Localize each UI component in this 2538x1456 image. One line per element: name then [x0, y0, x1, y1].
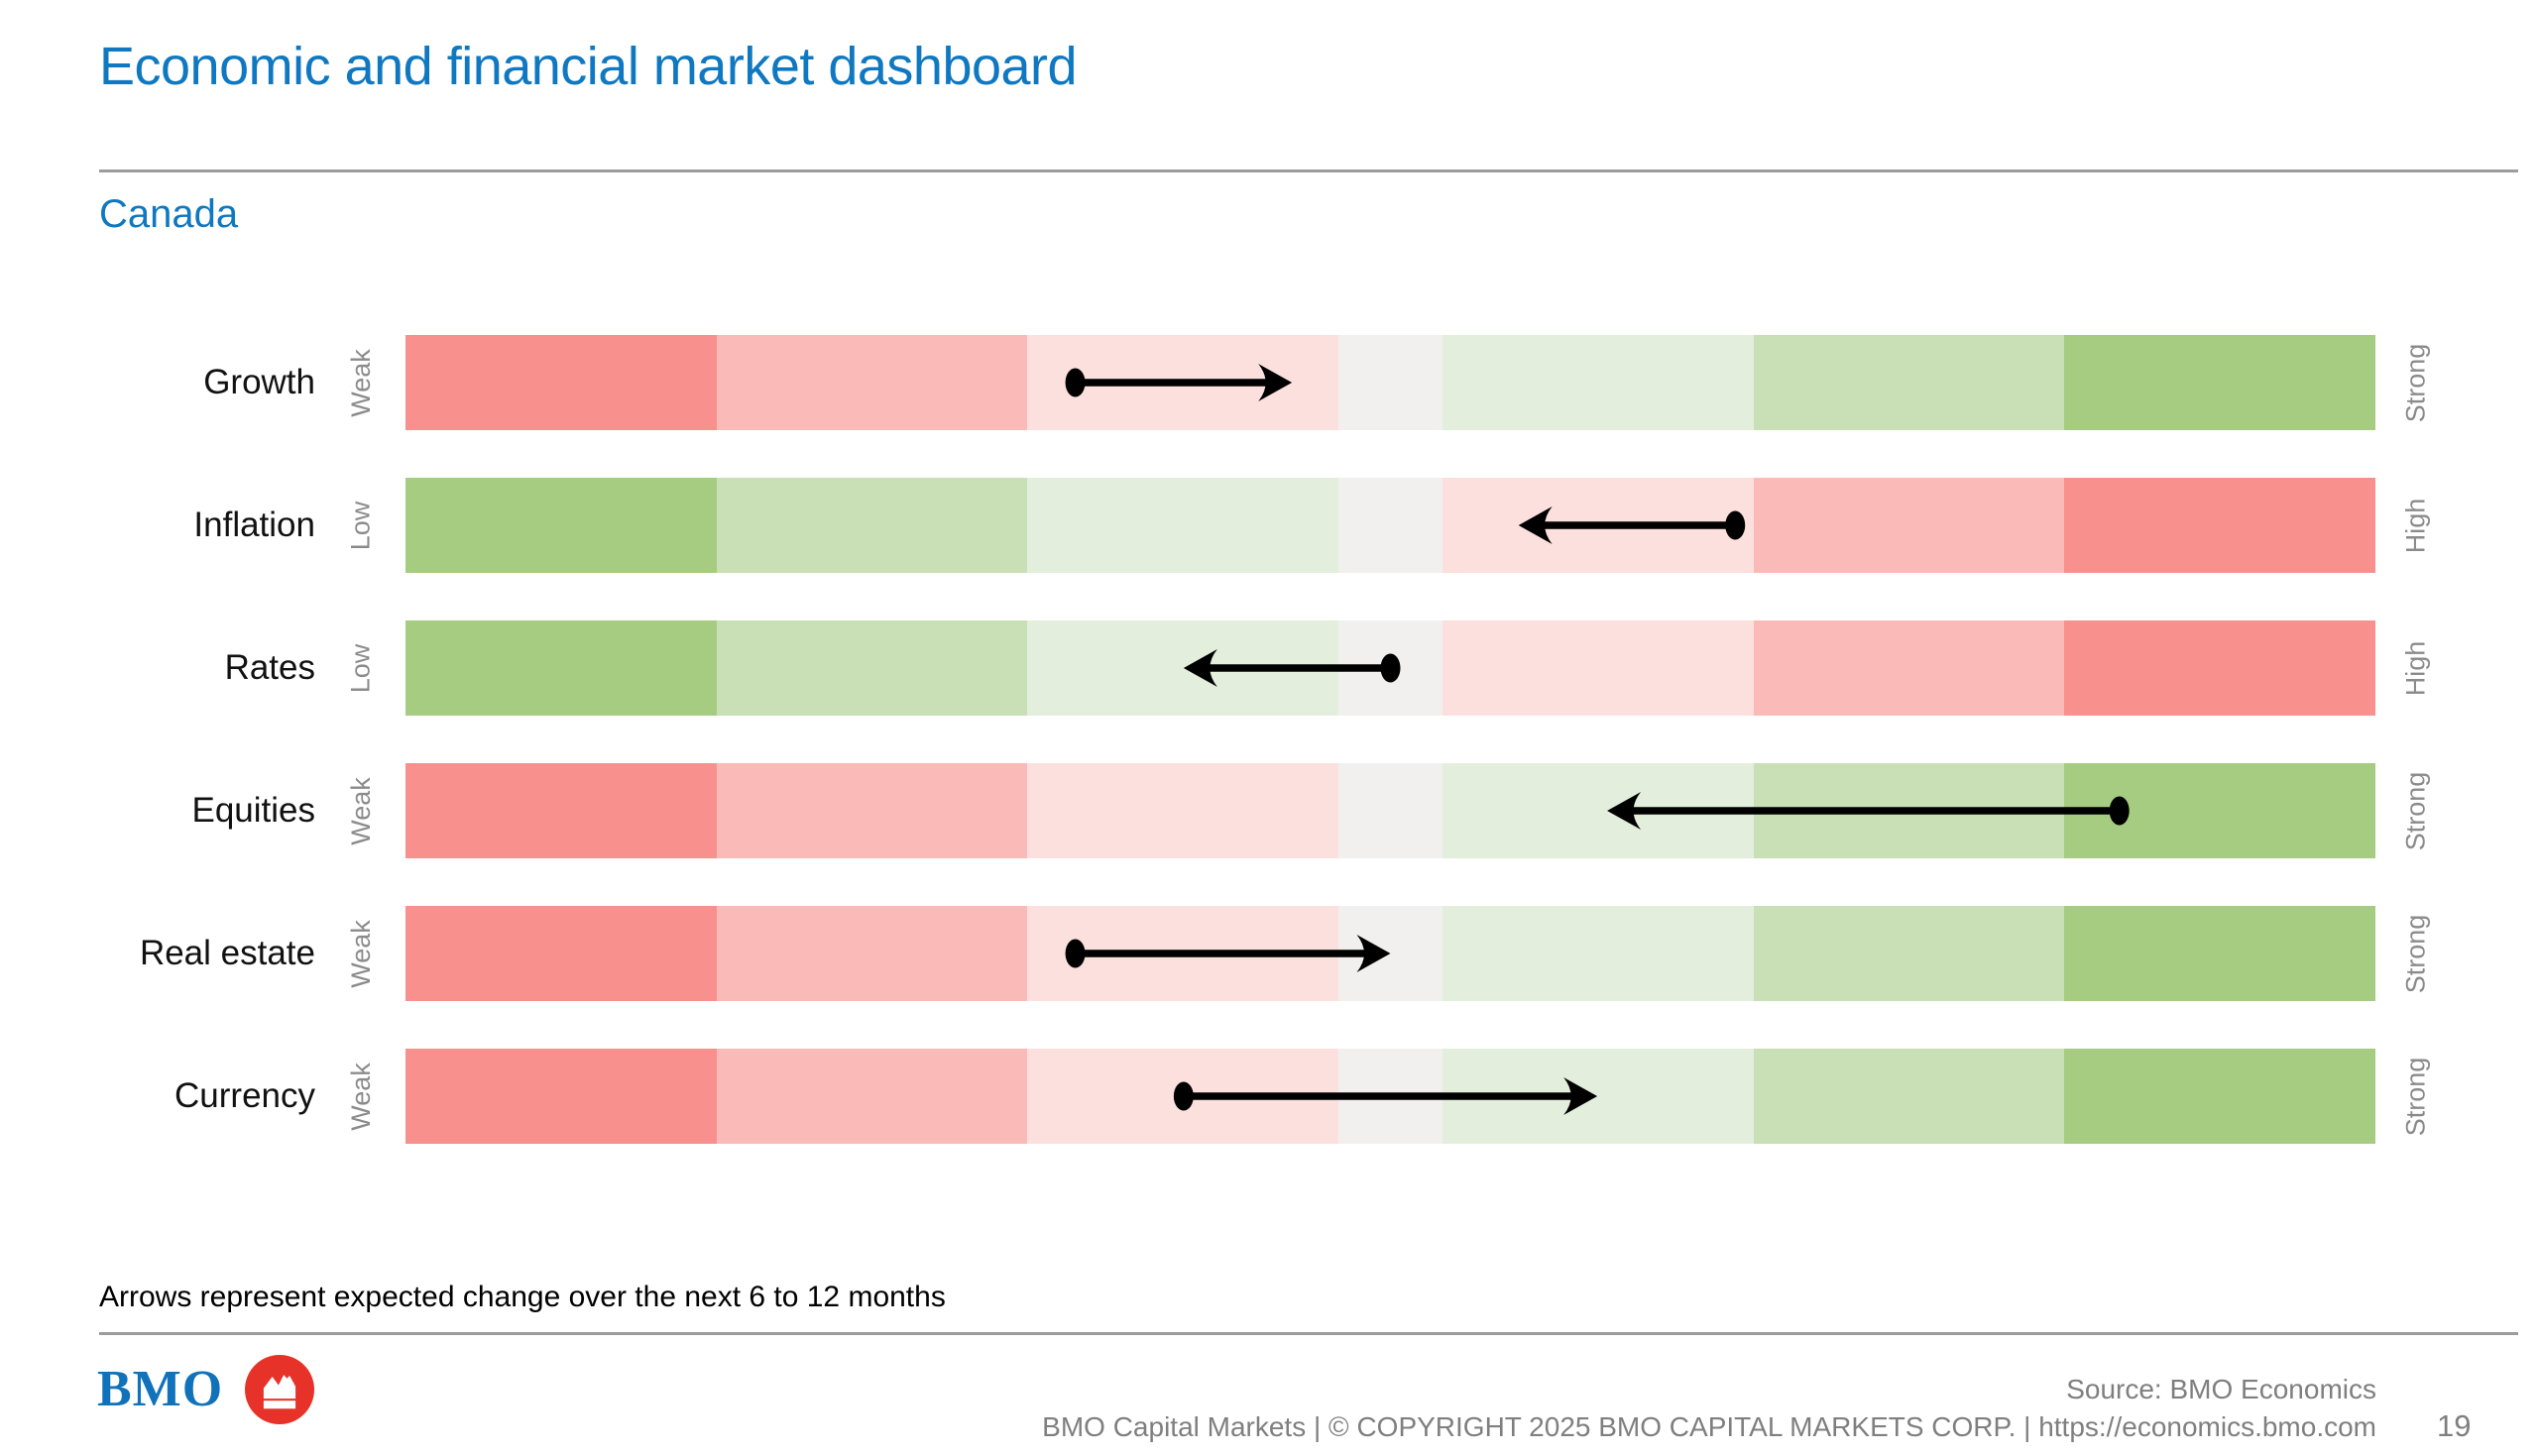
bmo-m-bar-roundel-icon: [245, 1355, 315, 1424]
expected-change-arrow-equities: [1607, 792, 2130, 830]
row-label-currency: Currency: [174, 1076, 315, 1115]
bar-segment: [716, 620, 1028, 716]
scale-min-label-currency: Weak: [316, 1049, 405, 1144]
bar-segment: [1027, 763, 1339, 858]
arrow-head: [1258, 364, 1293, 401]
arrow-start-dot: [1725, 510, 1746, 540]
bar-segment: [405, 620, 717, 716]
arrow-head: [1518, 506, 1553, 544]
row-label-rates: Rates: [224, 648, 315, 687]
bar-segment: [716, 335, 1028, 430]
bar-segment: [2064, 906, 2375, 1001]
bar-segment: [716, 906, 1028, 1001]
arrow-start-dot: [1173, 1081, 1194, 1111]
scale-max-label-currency: Strong: [2371, 1049, 2461, 1144]
bar-segment: [1338, 478, 1442, 573]
bar-segment: [1442, 906, 1754, 1001]
bar-segment: [1338, 763, 1442, 858]
row-label-equities: Equities: [191, 791, 315, 830]
bar-segment: [405, 763, 717, 858]
indicator-row-rates: Rates Low High: [0, 620, 2538, 716]
scale-max-label-growth-text: Strong: [2400, 343, 2431, 422]
gradient-bar-inflation: [405, 478, 2375, 573]
bar-segment: [405, 906, 717, 1001]
indicator-row-equities: Equities Weak Strong: [0, 763, 2538, 858]
scale-max-label-rates-text: High: [2400, 640, 2431, 696]
expected-change-arrow-growth: [1065, 364, 1293, 401]
bar-segment: [2064, 620, 2375, 716]
scale-min-label-inflation-text: Low: [345, 501, 376, 550]
bar-segment: [1442, 620, 1754, 716]
arrow-start-dot: [1065, 368, 1086, 397]
bar-segment: [1753, 335, 2065, 430]
row-label-growth: Growth: [203, 363, 315, 401]
dashboard-rows: Growth Weak Strong Inflation Low High Rates Low…: [0, 335, 2538, 1148]
expected-change-arrow-currency: [1173, 1077, 1598, 1115]
row-label-real-estate: Real estate: [139, 934, 315, 972]
arrow-start-dot: [1380, 653, 1401, 683]
bar-segment: [2064, 478, 2375, 573]
indicator-row-inflation: Inflation Low High: [0, 478, 2538, 573]
gradient-bar-rates: [405, 620, 2375, 716]
scale-max-label-real-estate-text: Strong: [2400, 914, 2431, 993]
indicator-row-real-estate: Real estate Weak Strong: [0, 906, 2538, 1001]
scale-max-label-inflation: High: [2371, 478, 2461, 573]
scale-max-label-growth: Strong: [2371, 335, 2461, 430]
arrow-head: [1563, 1077, 1598, 1115]
scale-max-label-currency-text: Strong: [2400, 1057, 2431, 1136]
row-label-inflation: Inflation: [193, 505, 315, 544]
scale-min-label-equities: Weak: [316, 763, 405, 858]
bar-segment: [1753, 478, 2065, 573]
copyright-line: BMO Capital Markets | © COPYRIGHT 2025 B…: [1042, 1411, 2376, 1442]
bar-segment: [1027, 478, 1339, 573]
arrow-head: [1607, 792, 1642, 830]
bar-segment: [716, 1049, 1028, 1144]
indicator-row-currency: Currency Weak Strong: [0, 1049, 2538, 1144]
scale-min-label-rates-text: Low: [345, 643, 376, 693]
bar-segment: [1753, 906, 2065, 1001]
scale-min-label-currency-text: Weak: [345, 1062, 376, 1131]
bar-segment: [2064, 1049, 2375, 1144]
bar-segment: [2064, 335, 2375, 430]
arrow-head: [1356, 935, 1391, 972]
bar-segment: [405, 335, 717, 430]
expected-change-arrow-real-estate: [1065, 935, 1391, 972]
source-credit: Source: BMO Economics: [2066, 1374, 2376, 1404]
scale-max-label-real-estate: Strong: [2371, 906, 2461, 1001]
bar-segment: [1442, 335, 1754, 430]
scale-max-label-equities: Strong: [2371, 763, 2461, 858]
scale-max-label-rates: High: [2371, 620, 2461, 716]
region-heading: Canada: [99, 192, 239, 236]
bar-segment: [405, 1049, 717, 1144]
bar-segment: [716, 478, 1028, 573]
scale-max-label-equities-text: Strong: [2400, 771, 2431, 850]
scale-min-label-growth: Weak: [316, 335, 405, 430]
bottom-divider: [99, 1332, 2518, 1335]
expected-change-arrow-inflation: [1518, 506, 1746, 544]
page-number: 19: [2437, 1408, 2472, 1443]
indicator-row-growth: Growth Weak Strong: [0, 335, 2538, 430]
arrow-head: [1183, 649, 1217, 687]
scale-min-label-equities-text: Weak: [345, 776, 376, 845]
bmo-wordmark: BMO: [97, 1361, 224, 1417]
arrow-start-dot: [2109, 796, 2130, 826]
scale-min-label-real-estate: Weak: [316, 906, 405, 1001]
top-divider: [99, 169, 2518, 172]
scale-min-label-rates: Low: [316, 620, 405, 716]
arrows-note: Arrows represent expected change over th…: [99, 1281, 946, 1313]
bar-segment: [716, 763, 1028, 858]
scale-max-label-inflation-text: High: [2400, 498, 2431, 553]
bar-segment: [1753, 1049, 2065, 1144]
scale-min-label-real-estate-text: Weak: [345, 919, 376, 988]
bmo-logo: BMO: [97, 1354, 315, 1425]
arrow-start-dot: [1065, 939, 1086, 968]
scale-min-label-inflation: Low: [316, 478, 405, 573]
scale-min-label-growth-text: Weak: [345, 348, 376, 417]
bar-segment: [1753, 620, 2065, 716]
page-title: Economic and financial market dashboard: [99, 37, 1078, 96]
gradient-bar-growth: [405, 335, 2375, 430]
expected-change-arrow-rates: [1183, 649, 1401, 687]
bar-segment: [405, 478, 717, 573]
bar-segment: [1338, 335, 1442, 430]
